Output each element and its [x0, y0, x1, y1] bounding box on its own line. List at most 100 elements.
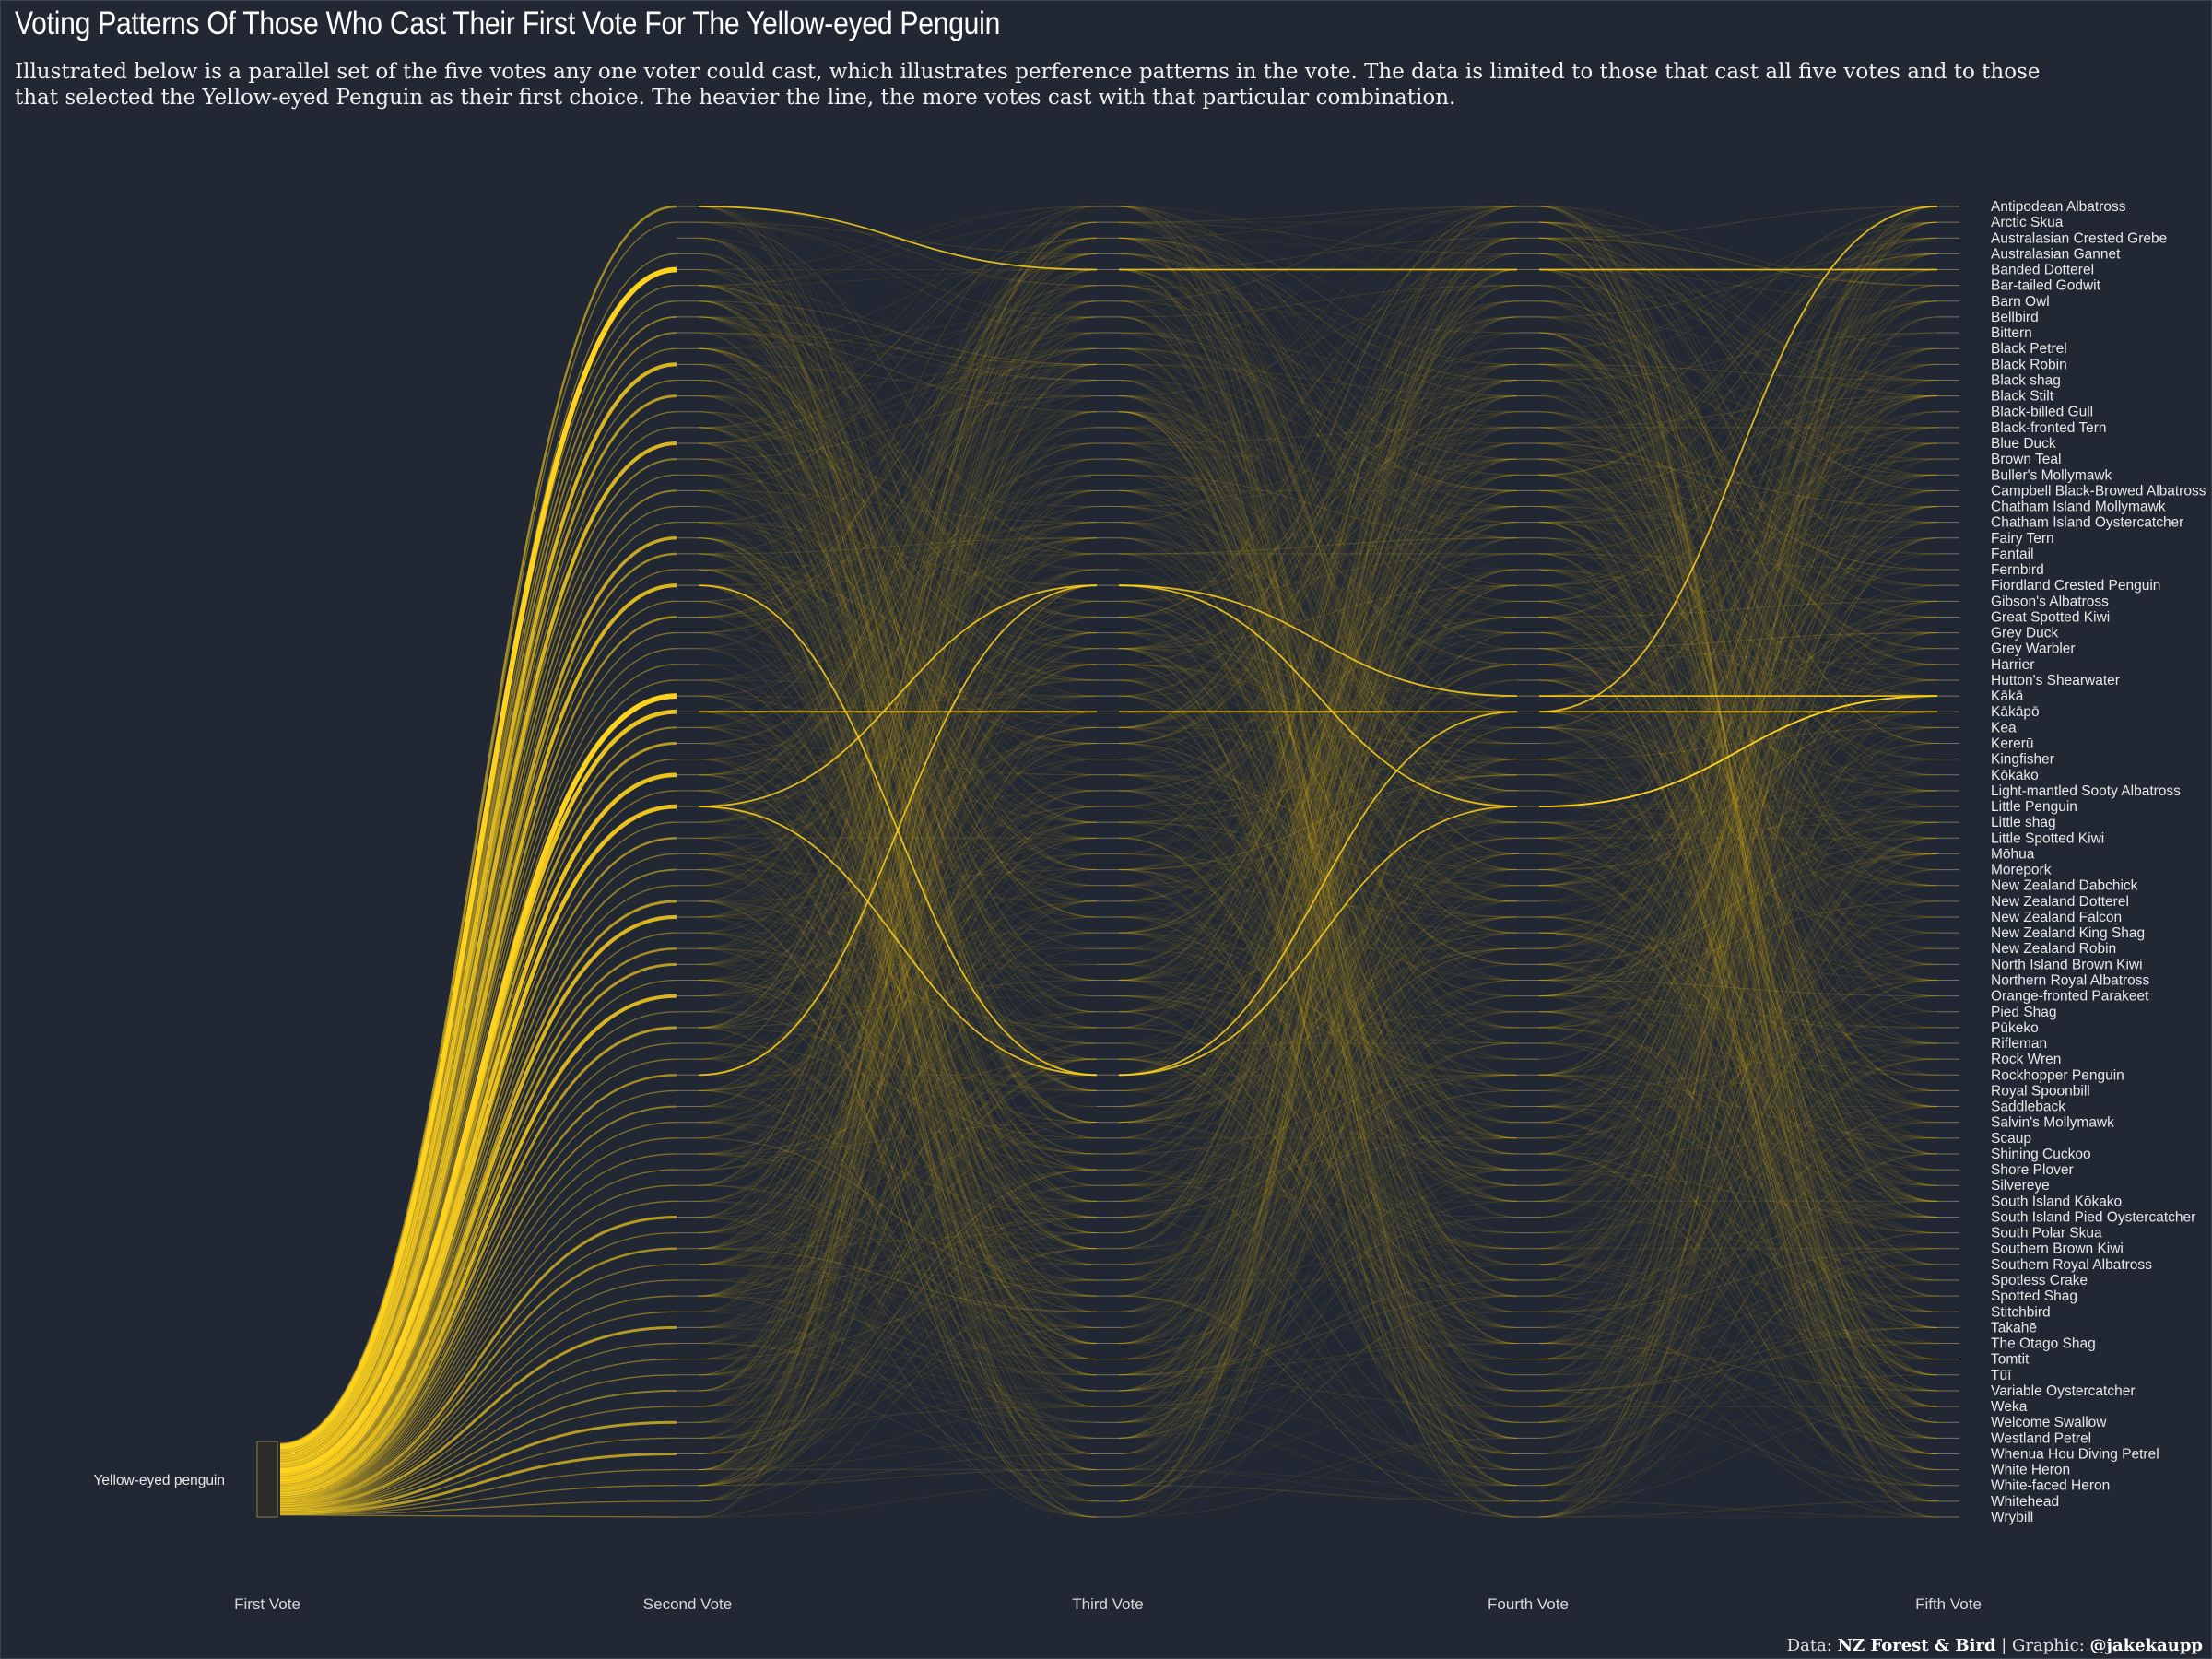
flow-line	[698, 364, 1098, 1502]
flow-line	[698, 442, 1098, 555]
flow-line	[698, 458, 1098, 1139]
flow-line	[1118, 206, 1518, 349]
flow-line	[1118, 1201, 1518, 1265]
flow-line	[1118, 759, 1518, 1328]
flow-line	[1118, 221, 1518, 618]
flow-line	[1118, 1137, 1518, 1344]
flow-line	[1538, 806, 1938, 1029]
flow-line	[698, 206, 1098, 839]
flow-line	[1118, 380, 1518, 1250]
flow-line	[1118, 806, 1518, 1439]
flow-line	[1118, 506, 1518, 854]
flow-line	[698, 316, 1098, 902]
flow-line	[698, 394, 1098, 460]
flow-line	[698, 300, 1098, 1423]
flow-line	[698, 316, 1098, 349]
flow-line	[698, 774, 1098, 949]
flow-line	[698, 363, 1098, 1076]
flow-line	[1118, 759, 1518, 1454]
flow-line	[698, 537, 1098, 1171]
flow-line	[698, 221, 1098, 334]
flow-line	[1118, 1058, 1518, 1454]
flow-line	[698, 900, 1098, 1487]
category-label: White-faced Heron	[1991, 1478, 2110, 1494]
flow-line	[698, 506, 1098, 1470]
flow-line	[698, 537, 1098, 1202]
flow-line	[1118, 363, 1518, 1312]
flow-line	[1538, 489, 1938, 524]
flow-line	[698, 347, 1098, 634]
flow-line	[1118, 885, 1518, 1423]
flow-line	[1118, 253, 1518, 618]
flow-line	[1538, 790, 1938, 823]
flow-line	[698, 726, 1098, 1076]
flow-line	[1538, 616, 1938, 1455]
flow-line	[1118, 631, 1518, 1392]
category-label: Kākā	[1991, 688, 2024, 704]
flow-line	[698, 300, 1098, 1297]
flow-line	[698, 1327, 1098, 1439]
flow-line	[698, 458, 1098, 1250]
flow-line	[1118, 316, 1518, 1203]
flow-line	[1118, 537, 1518, 1186]
flow-line	[698, 347, 1098, 1202]
flow-line	[698, 806, 1098, 1487]
flow-line	[698, 616, 1098, 1234]
flow-line	[1118, 1343, 1518, 1376]
flow-line	[1118, 868, 1518, 1108]
flow-line	[698, 285, 1098, 807]
flow-line	[1118, 285, 1518, 697]
flow-line	[698, 347, 1098, 918]
flow-line	[1118, 347, 1518, 1502]
flow-line	[698, 790, 1098, 1376]
flow-line	[1118, 269, 1518, 1454]
flow-line	[698, 1248, 1098, 1312]
flow-line	[1538, 427, 1938, 981]
flow-line	[698, 553, 1098, 1423]
flow-line	[1118, 221, 1518, 618]
flow-line	[698, 363, 1098, 1107]
flow-line	[1118, 584, 1518, 1471]
flow-line	[1538, 506, 1938, 1297]
flow-line	[698, 963, 1098, 1124]
flow-line	[1538, 427, 1938, 839]
flow-line	[1118, 980, 1518, 1392]
flow-line	[1118, 664, 1518, 854]
flow-line	[698, 631, 1098, 1265]
flow-line	[1118, 1264, 1518, 1487]
flow-line	[1118, 979, 1518, 1440]
flow-line	[1118, 947, 1518, 1108]
flow-line	[698, 853, 1098, 1502]
flow-line	[1118, 1169, 1518, 1518]
flow-line	[698, 347, 1098, 871]
flow-line	[1118, 363, 1518, 444]
flow-line	[1118, 474, 1518, 571]
flow-line	[1118, 695, 1518, 1439]
flow-line	[698, 1343, 1098, 1423]
flow-line	[1538, 332, 1938, 634]
flow-line	[1118, 427, 1518, 1107]
flow-line	[698, 347, 1098, 1124]
flow-line	[1538, 206, 1938, 1439]
flow-line	[1118, 900, 1518, 1376]
flow-line	[698, 648, 1098, 1407]
flow-line	[698, 1295, 1098, 1376]
flow-line	[698, 221, 1098, 287]
flow-line	[698, 1437, 1098, 1471]
flow-line	[1118, 774, 1518, 870]
flow-line	[698, 332, 1098, 1013]
flow-line	[1118, 743, 1518, 1076]
flow-line	[698, 664, 1098, 1329]
flow-line	[698, 553, 1098, 1360]
flow-line	[698, 868, 1098, 1124]
flow-line	[1118, 442, 1518, 1407]
category-label: Rockhopper Penguin	[1991, 1067, 2124, 1083]
flow-line	[1118, 1469, 1518, 1487]
flow-line	[1118, 363, 1518, 1407]
category-label: South Polar Skua	[1991, 1226, 2102, 1241]
flow-line	[698, 427, 1098, 1091]
flow-line	[1118, 427, 1518, 507]
flow-line	[1538, 853, 1938, 1328]
flow-line	[698, 332, 1098, 792]
flow-line	[698, 584, 1098, 1186]
